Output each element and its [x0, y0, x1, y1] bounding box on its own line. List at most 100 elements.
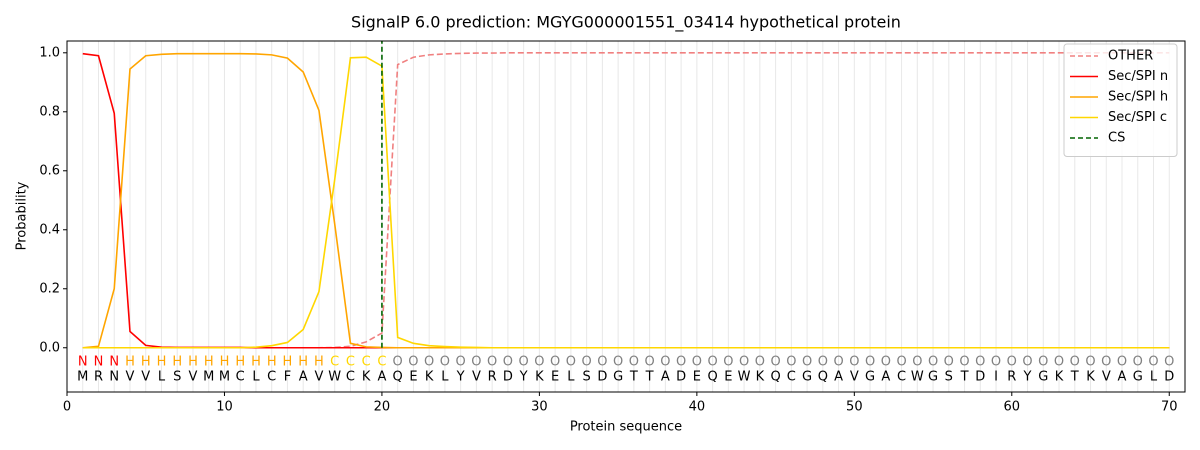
residue-class-label: O: [739, 354, 749, 369]
residue-class-label: O: [534, 354, 544, 369]
residue-letter: C: [267, 369, 276, 384]
residue-letter: V: [850, 369, 859, 384]
x-tick-label: 20: [374, 400, 391, 415]
y-tick-label: 0.2: [39, 281, 60, 296]
residue-class-label: O: [802, 354, 812, 369]
legend-label: OTHER: [1108, 49, 1153, 64]
residue-letter: K: [1055, 369, 1064, 384]
residue-class-label: O: [944, 354, 954, 369]
residue-class-label: H: [298, 354, 308, 369]
residue-letter: G: [865, 369, 875, 384]
residue-letter: E: [724, 369, 732, 384]
residue-letter: K: [425, 369, 434, 384]
residue-letter: K: [362, 369, 371, 384]
residue-letter: V: [126, 369, 135, 384]
legend-box: [1063, 43, 1178, 157]
residue-class-label: H: [314, 354, 324, 369]
y-tick-label: 1.0: [39, 45, 60, 60]
residue-letter: W: [328, 369, 341, 384]
residue-letter: Y: [519, 369, 528, 384]
residue-letter: D: [676, 369, 686, 384]
legend-label: Sec/SPI h: [1108, 90, 1168, 105]
residue-class-label: O: [975, 354, 985, 369]
residue-class-label: O: [991, 354, 1001, 369]
residue-class-label: O: [487, 354, 497, 369]
residue-class-label: O: [645, 354, 655, 369]
legend-label: CS: [1108, 131, 1125, 146]
residue-letter: D: [1164, 369, 1174, 384]
residue-class-label: O: [393, 354, 403, 369]
x-tick-label: 10: [216, 400, 233, 415]
residue-letter: D: [503, 369, 513, 384]
residue-letter: A: [881, 369, 890, 384]
y-tick-label: 0.0: [39, 340, 60, 355]
residue-class-label: N: [109, 354, 119, 369]
x-tick-label: 30: [531, 400, 548, 415]
residue-class-label: H: [235, 354, 245, 369]
residue-class-label: O: [770, 354, 780, 369]
residue-letter: T: [645, 369, 654, 384]
residue-letter: A: [299, 369, 308, 384]
residue-letter: V: [472, 369, 481, 384]
residue-letter: Q: [393, 369, 403, 384]
residue-class-label: O: [613, 354, 623, 369]
residue-class-label: O: [912, 354, 922, 369]
residue-class-label: N: [78, 354, 88, 369]
residue-letter: S: [583, 369, 591, 384]
residue-letter: D: [975, 369, 985, 384]
residue-class-label: O: [1117, 354, 1127, 369]
legend-label: Sec/SPI c: [1108, 110, 1167, 125]
residue-class-label: O: [896, 354, 906, 369]
residue-class-label: O: [519, 354, 529, 369]
residue-class-label: O: [1101, 354, 1111, 369]
residue-letter: L: [1150, 369, 1158, 384]
residue-class-label: O: [1054, 354, 1064, 369]
residue-class-label: O: [849, 354, 859, 369]
residue-letter: R: [488, 369, 497, 384]
residue-letter: G: [928, 369, 938, 384]
residue-class-label: O: [424, 354, 434, 369]
residue-class-label: H: [188, 354, 198, 369]
residue-letter: R: [94, 369, 103, 384]
residue-letter: W: [738, 369, 751, 384]
residue-class-label: O: [786, 354, 796, 369]
residue-class-label: O: [676, 354, 686, 369]
y-tick-label: 0.8: [39, 104, 60, 119]
residue-class-label: O: [692, 354, 702, 369]
residue-class-label: O: [723, 354, 733, 369]
residue-class-label: O: [833, 354, 843, 369]
residue-letter: Y: [456, 369, 465, 384]
residue-class-label: O: [1022, 354, 1032, 369]
residue-letter: E: [409, 369, 417, 384]
residue-letter: V: [314, 369, 323, 384]
x-tick-label: 40: [689, 400, 706, 415]
residue-letter: I: [994, 369, 998, 384]
series-line: [82, 56, 1170, 349]
residue-class-label: H: [125, 354, 135, 369]
residue-letter: G: [613, 369, 623, 384]
residue-class-label: H: [251, 354, 261, 369]
residue-letter: G: [1038, 369, 1048, 384]
residue-class-label: O: [582, 354, 592, 369]
residue-class-label: C: [362, 354, 371, 369]
residue-class-label: O: [1148, 354, 1158, 369]
residue-class-label: C: [377, 354, 386, 369]
residue-letter: M: [219, 369, 230, 384]
residue-letter: Q: [707, 369, 717, 384]
residue-class-label: O: [456, 354, 466, 369]
y-tick-label: 0.4: [39, 222, 60, 237]
axes-frame: [66, 40, 1186, 393]
x-tick-label: 0: [63, 400, 71, 415]
residue-letter: L: [441, 369, 449, 384]
residue-letter: T: [960, 369, 969, 384]
residue-letter: S: [173, 369, 181, 384]
residue-letter: A: [1118, 369, 1127, 384]
residue-letter: C: [787, 369, 796, 384]
residue-letter: Q: [818, 369, 828, 384]
residue-letter: V: [141, 369, 150, 384]
residue-letter: D: [597, 369, 607, 384]
residue-class-label: O: [959, 354, 969, 369]
residue-letter: V: [1102, 369, 1111, 384]
residue-class-label: O: [881, 354, 891, 369]
